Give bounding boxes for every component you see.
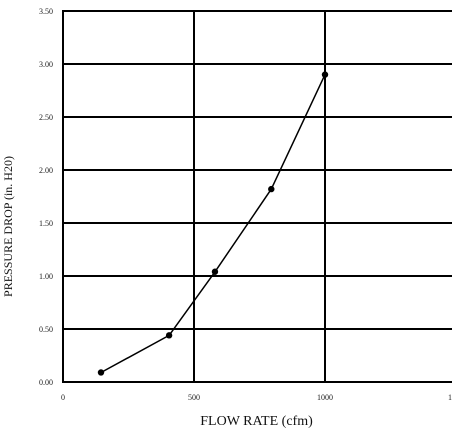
data-point (165, 332, 173, 339)
y-tick-label: 1.50 (39, 219, 53, 228)
data-point (97, 369, 105, 376)
y-axis-title: PRESSURE DROP (in. H20) (1, 156, 15, 297)
x-axis-title: FLOW RATE (cfm) (200, 414, 313, 429)
y-tick-label: 2.00 (39, 166, 53, 175)
x-tick-labels: 0 500 1000 1500 (61, 393, 452, 402)
data-point (321, 71, 329, 78)
y-tick-label: 0.50 (39, 325, 53, 334)
data-point (268, 185, 275, 193)
grid-lines (62, 10, 452, 383)
y-tick-label: 2.50 (39, 113, 53, 122)
y-tick-label: 3.00 (39, 60, 53, 69)
y-tick-label: 3.50 (39, 7, 53, 16)
y-tick-label: 1.00 (39, 272, 53, 281)
x-tick-label: 1000 (317, 393, 333, 402)
x-tick-label: 0 (61, 393, 65, 402)
x-tick-label: 500 (188, 393, 200, 402)
x-tick-label: 1500 (448, 393, 452, 402)
y-tick-label: 0.00 (39, 378, 53, 387)
data-point (211, 268, 219, 275)
series-layer (97, 71, 329, 376)
plot-frame (62, 10, 452, 383)
y-tick-labels: 0.00 0.50 1.00 1.50 2.00 2.50 3.00 3.50 (39, 7, 53, 387)
